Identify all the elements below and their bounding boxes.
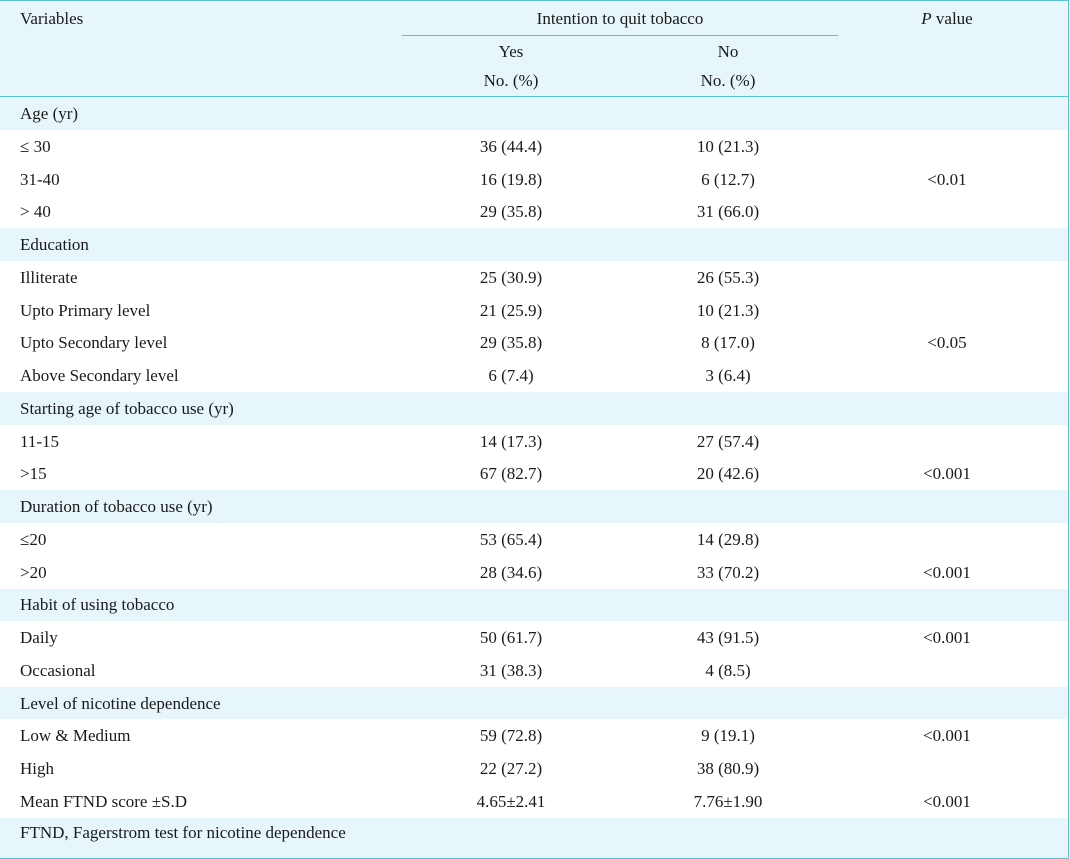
table-row: Occasional 31 (38.3) 4 (8.5) (0, 653, 1068, 687)
row-p-value: <0.05 (927, 333, 967, 353)
row-p-value: <0.001 (923, 628, 971, 647)
header-p-letter: P (921, 9, 932, 28)
table-row: ≤20 53 (65.4) 14 (29.8) (0, 522, 1068, 556)
row-label: Upto Primary level (20, 300, 151, 320)
header-yes-unit: No. (%) (483, 71, 539, 90)
row-yes-value: 31 (38.3) (479, 660, 543, 680)
row-label: Habit of using tobacco (20, 595, 175, 615)
row-yes-value: 14 (17.3) (479, 431, 543, 451)
row-label: >20 (20, 562, 47, 582)
row-label: Upto Secondary level (20, 333, 168, 353)
table-row: >20 28 (34.6) 33 (70.2) <0.001 (0, 555, 1068, 589)
row-label: 31-40 (20, 169, 60, 189)
row-no-value: 10 (21.3) (696, 136, 760, 156)
header-no-unit: No. (%) (700, 71, 756, 90)
row-no-value: 14 (29.8) (696, 529, 760, 549)
row-label: ≤ 30 (20, 136, 51, 156)
table-section-row: Habit of using tobacco (0, 588, 1068, 621)
row-no-value: 26 (55.3) (696, 267, 760, 287)
header-bottom-rule (0, 96, 1068, 97)
row-label: > 40 (20, 202, 51, 222)
table-row: Mean FTND score ±S.D 4.65±2.41 7.76±1.90 <0… (0, 784, 1068, 818)
row-label: >15 (20, 464, 47, 484)
row-p-value: <0.001 (923, 791, 971, 811)
row-yes-value: 6 (7.4) (488, 366, 534, 385)
row-no-value: 20 (42.6) (696, 464, 760, 484)
row-label: Duration of tobacco use (yr) (20, 497, 213, 516)
row-yes-value: 16 (19.8) (479, 169, 543, 189)
row-yes-value: 59 (72.8) (479, 726, 543, 746)
table-section-row: Duration of tobacco use (yr) (0, 490, 1068, 523)
row-yes-value: 21 (25.9) (479, 300, 543, 320)
row-no-value: 9 (19.1) (701, 726, 755, 746)
row-no-value: 33 (70.2) (696, 562, 760, 582)
table-row: Upto Primary level 21 (25.9) 10 (21.3) (0, 293, 1068, 327)
row-yes-value: 50 (61.7) (479, 628, 543, 647)
table-row: 11-15 14 (17.3) 27 (57.4) (0, 424, 1068, 458)
row-yes-value: 29 (35.8) (479, 333, 543, 353)
row-yes-value: 22 (27.2) (479, 759, 543, 778)
row-no-value: 7.76±1.90 (693, 791, 763, 811)
table-row: Upto Secondary level 29 (35.8) 8 (17.0) <0.… (0, 326, 1068, 360)
table-row: Low & Medium 59 (72.8) 9 (19.1) <0.001 (0, 719, 1068, 753)
row-label: Mean FTND score ±S.D (20, 791, 188, 811)
row-p-value: <0.001 (923, 726, 971, 746)
row-yes-value: 67 (82.7) (479, 464, 543, 484)
table-row: ≤ 30 36 (44.4) 10 (21.3) (0, 129, 1068, 163)
table-row: >15 67 (82.7) 20 (42.6) <0.001 (0, 457, 1068, 491)
row-no-value: 31 (66.0) (696, 202, 760, 222)
table-row: Illiterate 25 (30.9) 26 (55.3) (0, 260, 1068, 294)
header-no: No (717, 42, 739, 61)
row-yes-value: 28 (34.6) (479, 562, 543, 582)
table-row: Above Secondary level 6 (7.4) 3 (6.4) (0, 359, 1068, 392)
row-label: Daily (20, 628, 58, 647)
row-p-value: <0.001 (923, 562, 971, 582)
table-row: 31-40 16 (19.8) 6 (12.7) <0.01 (0, 162, 1068, 196)
row-no-value: 8 (17.0) (701, 333, 755, 353)
row-label: Level of nicotine dependence (20, 693, 221, 713)
row-yes-value: 36 (44.4) (479, 136, 543, 156)
row-yes-value: 25 (30.9) (479, 267, 543, 287)
row-label: Above Secondary level (20, 366, 179, 385)
header-variables: Variables (20, 9, 84, 28)
row-label: Illiterate (20, 267, 78, 287)
row-p-value: <0.001 (923, 464, 971, 484)
row-p-value: <0.01 (927, 169, 967, 189)
row-label: Low & Medium (20, 726, 131, 746)
row-yes-value: 29 (35.8) (479, 202, 543, 222)
table-footnote: FTND, Fagerstrom test for nicotine depen… (20, 823, 346, 842)
table-row: High 22 (27.2) 38 (80.9) (0, 752, 1068, 785)
row-yes-value: 53 (65.4) (479, 529, 543, 549)
header-yes: Yes (498, 42, 524, 61)
table-section-row: Age (yr) (0, 97, 1068, 130)
header-p-value: P value (857, 9, 1037, 29)
row-label: High (20, 759, 54, 778)
table-section-row: Level of nicotine dependence (0, 687, 1068, 720)
header-p-rest: value (931, 9, 973, 28)
row-no-value: 27 (57.4) (696, 431, 760, 451)
table-section-row: Starting age of tobacco use (yr) (0, 392, 1068, 425)
row-no-value: 10 (21.3) (696, 300, 760, 320)
table-row: > 40 29 (35.8) 31 (66.0) (0, 195, 1068, 229)
row-no-value: 43 (91.5) (696, 628, 760, 647)
row-no-value: 38 (80.9) (696, 759, 760, 778)
row-label: Occasional (20, 660, 96, 680)
table-section-row: Education (0, 228, 1068, 261)
table-row: Daily 50 (61.7) 43 (91.5) <0.001 (0, 621, 1068, 654)
row-label: ≤20 (20, 529, 47, 549)
row-yes-value: 4.65±2.41 (476, 791, 546, 811)
row-label: Age (yr) (20, 104, 79, 123)
header-group-rule (402, 35, 838, 36)
header-intention: Intention to quit tobacco (536, 9, 704, 28)
row-label: 11-15 (20, 431, 60, 451)
row-label: Starting age of tobacco use (yr) (20, 398, 234, 418)
row-no-value: 3 (6.4) (705, 366, 751, 385)
row-no-value: 6 (12.7) (701, 169, 755, 189)
row-no-value: 4 (8.5) (705, 660, 751, 680)
row-label: Education (20, 235, 89, 254)
